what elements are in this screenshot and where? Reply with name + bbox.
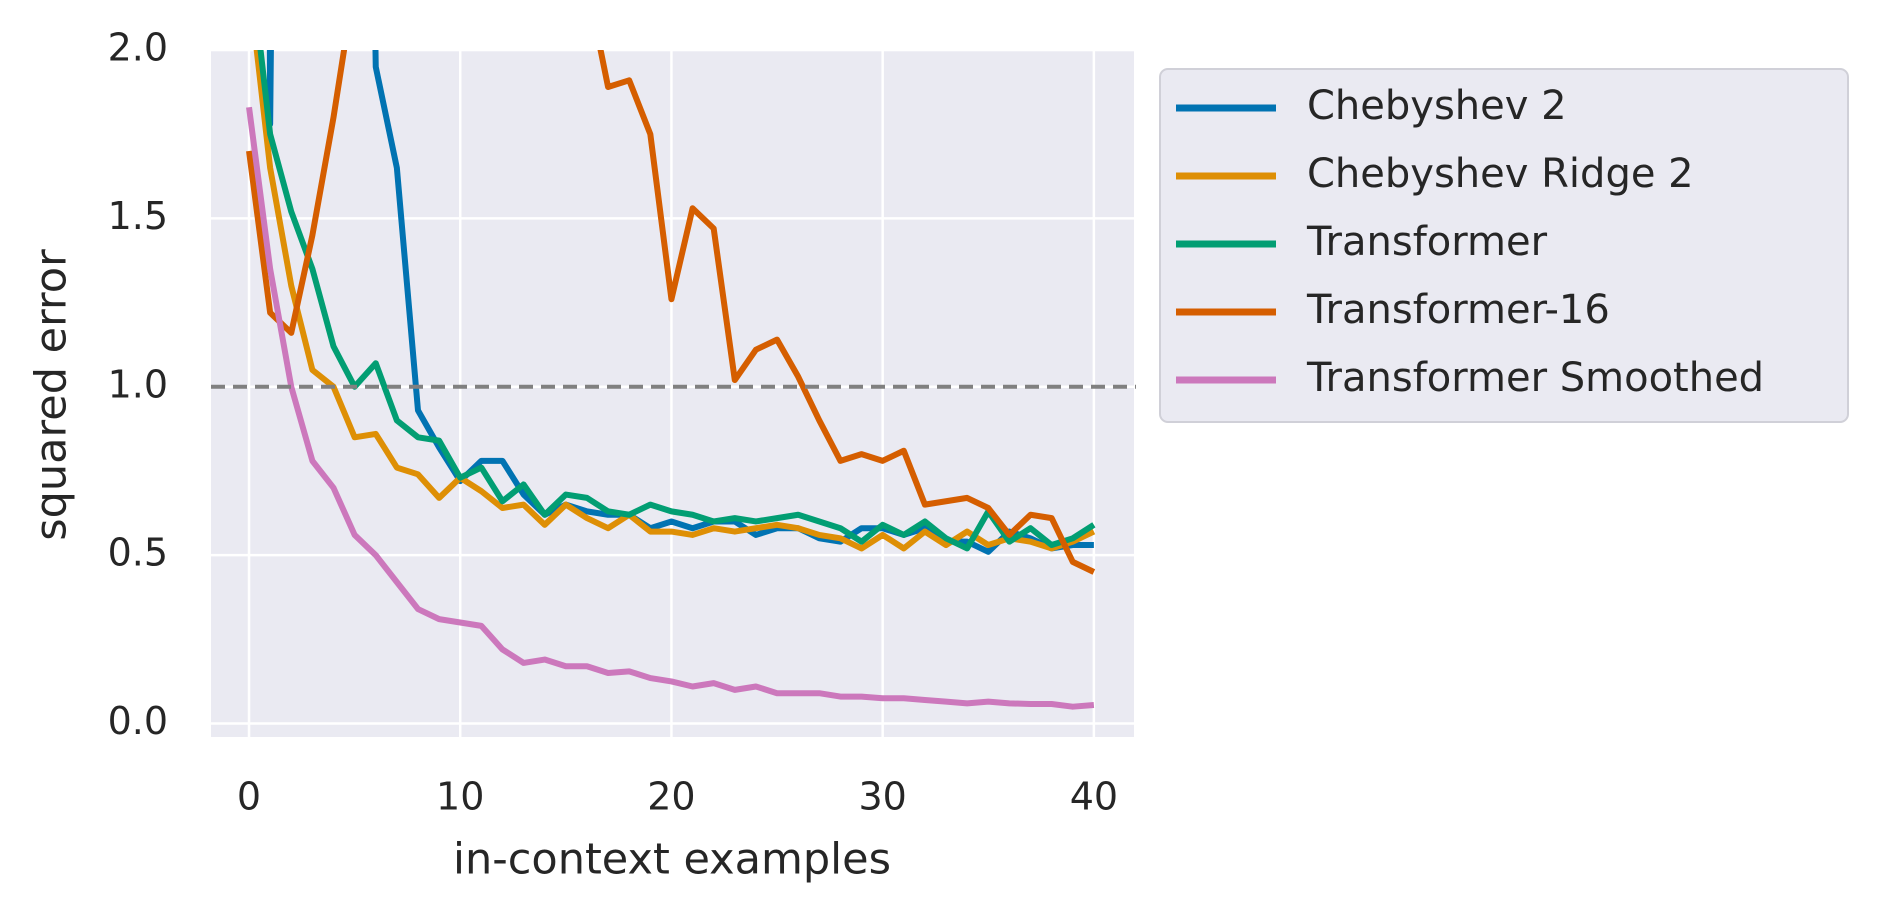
x-axis-label: in-context examples	[453, 835, 891, 885]
x-tick-label: 20	[647, 775, 695, 819]
x-tick-label: 30	[858, 775, 906, 819]
legend-label: Transformer Smoothed	[1306, 355, 1764, 401]
y-tick-label: 0.5	[108, 531, 168, 575]
series-line	[246, 50, 1096, 575]
y-tick-label: 2.0	[108, 26, 168, 70]
y-tick-label: 0.0	[108, 699, 168, 743]
x-tick-label: 10	[436, 775, 484, 819]
legend-items: Chebyshev 2 Chebyshev Ridge 2 Transformer T…	[1176, 83, 1764, 401]
legend-label: Transformer	[1306, 219, 1548, 265]
y-tick-label: 1.5	[108, 194, 168, 238]
series-line	[246, 106, 1095, 710]
x-tick-label: 40	[1070, 775, 1118, 819]
y-tick-label: 1.0	[108, 362, 168, 406]
series-line	[257, 50, 1096, 552]
legend	[1159, 68, 1849, 423]
lines	[246, 50, 1096, 710]
legend-label: Chebyshev Ridge 2	[1307, 151, 1694, 197]
legend-label: Chebyshev 2	[1307, 83, 1567, 129]
y-axis-label: squared error	[27, 249, 77, 541]
legend-label: Transformer-16	[1306, 287, 1610, 333]
x-tick-label: 0	[237, 775, 261, 819]
